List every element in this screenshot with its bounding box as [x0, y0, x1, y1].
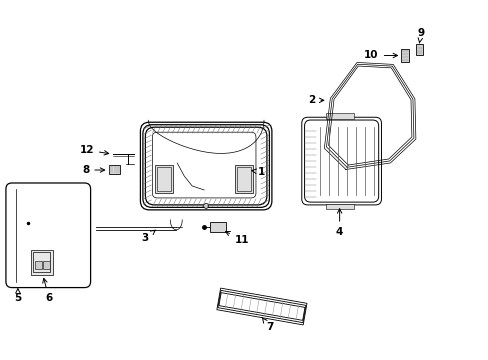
Text: 11: 11 — [225, 231, 249, 245]
Bar — [31, 250, 53, 275]
Bar — [219, 293, 305, 320]
Text: 7: 7 — [262, 318, 273, 332]
Bar — [325, 204, 353, 209]
Bar — [108, 165, 120, 174]
Text: 9: 9 — [417, 28, 424, 43]
Bar — [155, 165, 173, 193]
Bar — [325, 113, 353, 119]
Bar — [210, 222, 225, 232]
Text: 2: 2 — [307, 95, 323, 105]
Bar — [42, 261, 50, 269]
Text: 5: 5 — [14, 289, 21, 302]
Bar — [35, 261, 41, 269]
Text: 10: 10 — [364, 50, 397, 60]
Text: 1: 1 — [251, 167, 265, 177]
Bar — [401, 49, 408, 62]
FancyBboxPatch shape — [6, 183, 90, 288]
Bar — [235, 165, 252, 193]
Text: 4: 4 — [335, 209, 343, 237]
Text: 12: 12 — [79, 145, 108, 155]
Bar — [33, 252, 50, 272]
Bar — [415, 44, 423, 55]
Text: 3: 3 — [142, 230, 155, 243]
Bar — [157, 167, 171, 191]
Circle shape — [203, 203, 208, 208]
Bar — [237, 167, 250, 191]
Bar — [218, 291, 305, 323]
Text: 8: 8 — [82, 165, 104, 175]
Text: 6: 6 — [42, 278, 52, 302]
Bar — [216, 288, 306, 325]
FancyBboxPatch shape — [152, 132, 255, 198]
